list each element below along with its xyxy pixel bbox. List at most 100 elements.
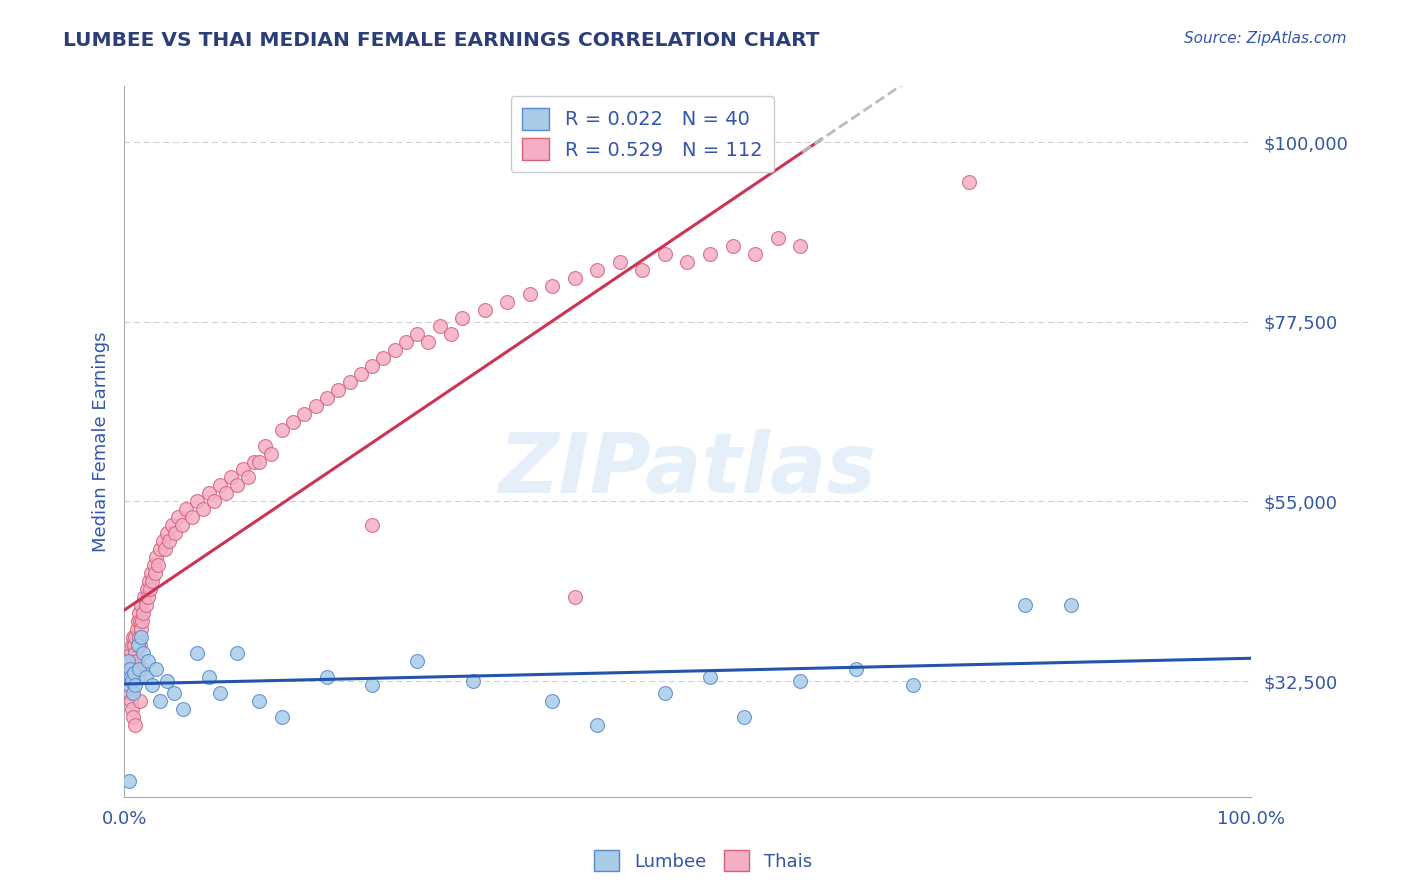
Point (131, 662, 153, 676)
Point (654, 247, 676, 261)
Point (373, 351, 395, 365)
Point (128, 606, 150, 620)
Point (138, 574, 160, 589)
Point (127, 614, 149, 628)
Point (132, 646, 155, 660)
Point (305, 399, 328, 413)
Point (118, 654, 141, 668)
Point (117, 654, 139, 668)
Point (384, 343, 406, 357)
Point (231, 462, 253, 476)
Point (124, 678, 146, 692)
Point (586, 718, 609, 732)
Point (118, 686, 141, 700)
Point (172, 702, 194, 716)
Point (733, 710, 755, 724)
Point (474, 302, 496, 317)
Point (429, 318, 451, 333)
Point (744, 247, 766, 261)
Point (136, 654, 159, 668)
Point (152, 534, 174, 549)
Point (225, 478, 247, 492)
Point (121, 702, 143, 716)
Text: LUMBEE VS THAI MEDIAN FEMALE EARNINGS CORRELATION CHART: LUMBEE VS THAI MEDIAN FEMALE EARNINGS CO… (63, 31, 820, 50)
Point (136, 591, 159, 605)
Point (117, 670, 139, 684)
Point (127, 670, 149, 684)
Point (124, 638, 146, 652)
Point (131, 614, 153, 628)
Point (125, 654, 148, 668)
Point (328, 383, 350, 397)
Point (197, 670, 219, 684)
Point (156, 673, 179, 688)
Point (120, 694, 142, 708)
Point (163, 686, 186, 700)
Point (145, 550, 167, 565)
Point (1014, 598, 1036, 612)
Point (350, 367, 373, 381)
Point (225, 646, 247, 660)
Point (146, 558, 169, 573)
Point (125, 622, 148, 636)
Point (957, 175, 980, 189)
Point (129, 694, 152, 708)
Point (129, 598, 152, 612)
Point (721, 239, 744, 253)
Point (127, 638, 149, 652)
Point (118, 662, 141, 676)
Point (124, 666, 146, 681)
Point (118, 678, 141, 692)
Point (135, 598, 157, 612)
Point (260, 446, 283, 460)
Point (127, 638, 149, 652)
Point (167, 510, 190, 524)
Point (789, 239, 811, 253)
Point (118, 678, 141, 692)
Point (361, 359, 384, 373)
Point (145, 662, 167, 676)
Point (219, 470, 242, 484)
Point (564, 591, 586, 605)
Point (845, 662, 868, 676)
Point (135, 582, 157, 597)
Point (121, 662, 143, 676)
Point (242, 454, 264, 468)
Point (496, 294, 519, 309)
Point (254, 438, 277, 452)
Point (247, 694, 270, 708)
Point (440, 326, 463, 341)
Point (170, 518, 193, 533)
Point (129, 622, 152, 636)
Point (208, 686, 231, 700)
Point (135, 670, 157, 684)
Point (186, 494, 208, 508)
Point (134, 591, 156, 605)
Point (631, 263, 654, 277)
Y-axis label: Median Female Earnings: Median Female Earnings (93, 331, 110, 552)
Point (406, 326, 429, 341)
Point (124, 662, 146, 676)
Point (202, 494, 225, 508)
Point (214, 486, 236, 500)
Point (463, 673, 485, 688)
Point (129, 630, 152, 644)
Legend: Lumbee, Thais: Lumbee, Thais (586, 843, 820, 879)
Point (191, 502, 214, 516)
Point (124, 718, 146, 732)
Point (236, 470, 259, 484)
Point (153, 542, 176, 557)
Point (901, 678, 924, 692)
Point (699, 670, 721, 684)
Point (180, 510, 202, 524)
Point (564, 271, 586, 285)
Point (271, 423, 294, 437)
Point (149, 542, 172, 557)
Point (156, 526, 179, 541)
Point (789, 673, 811, 688)
Point (129, 614, 152, 628)
Point (541, 694, 564, 708)
Point (247, 454, 270, 468)
Point (117, 670, 139, 684)
Point (586, 263, 609, 277)
